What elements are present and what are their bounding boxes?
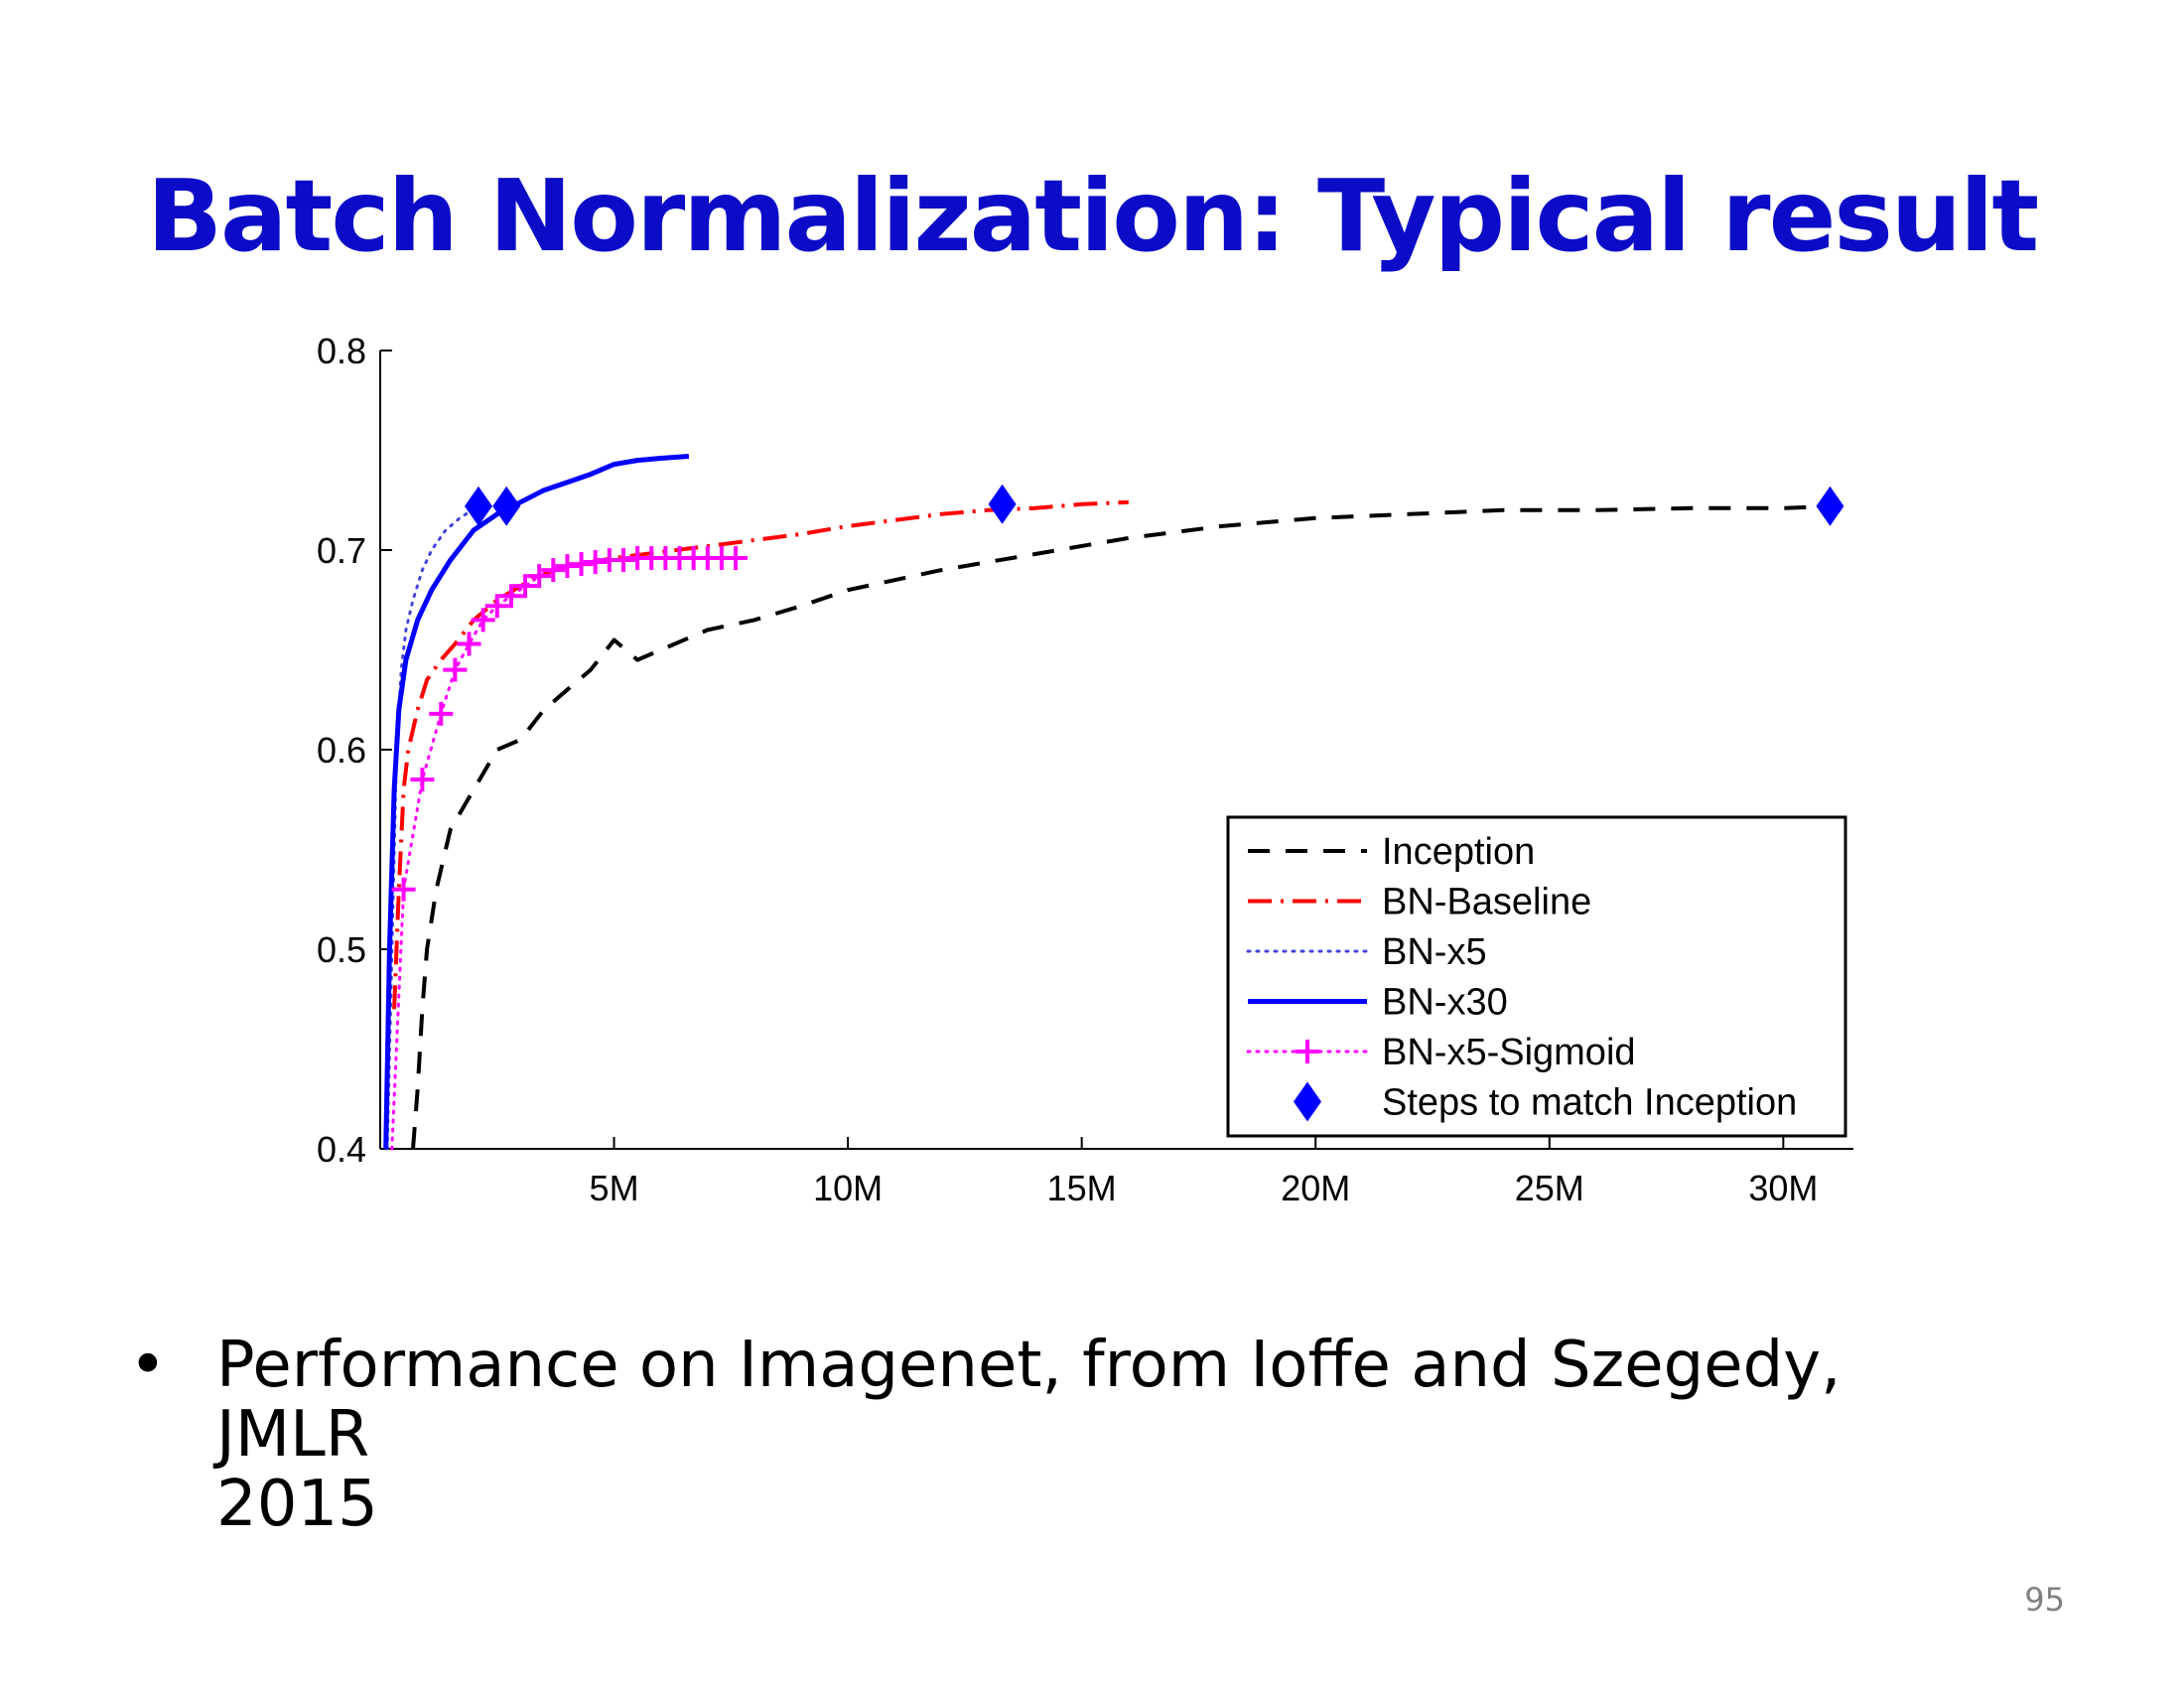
y-tick-label: 0.6 [317,730,366,771]
match-point-diamond [464,486,492,526]
x-tick-label: 30M [1748,1168,1818,1208]
series-bn-baseline [392,499,1129,1010]
data-point-plus [429,701,454,726]
data-point-plus [410,768,435,792]
line-chart: 0.4 0.5 0.6 0.7 0.8 5M 10M 15M 20M 25M 30M Incepti… [317,331,1853,1208]
x-tick-label: 10M [813,1168,883,1208]
data-point-plus [569,552,594,577]
y-tick-label: 0.5 [317,929,366,970]
data-point-plus [457,632,481,656]
bullet-symbol: • [129,1329,167,1402]
data-point-plus [527,564,552,589]
data-point-plus [484,594,509,619]
data-point-plus [513,574,538,599]
page-number: 95 [2024,1581,2065,1618]
y-tick-label: 0.4 [317,1129,366,1170]
legend-diamond-marker [1294,1081,1321,1122]
series-line [411,503,1831,1150]
series-steps-to-match-inception [464,484,1844,526]
bullet-text: Performance on Imagenet, from Ioffe and … [216,1329,1842,1541]
legend-item-bn-x30: BN-x30 [1248,982,1508,1024]
legend-label: BN-x30 [1382,982,1508,1024]
series-inception [411,503,1831,1150]
slide-title: Batch Normalization: Typical result [146,158,2039,274]
legend-label: Steps to match Inception [1382,1082,1797,1124]
legend-item-bn-x5-sigmoid: BN-x5-Sigmoid [1246,1032,1636,1073]
chart-plot-area [383,454,1844,1151]
data-point-plus [555,554,580,579]
legend-label: BN-x5-Sigmoid [1382,1032,1636,1073]
data-point-plus [583,550,608,575]
series-bn-x5-sigmoid [390,546,749,1151]
chart-legend: Inception BN-Baseline BN-x5 BN-x30 BN-x5-Sig… [1226,815,1847,1138]
legend-item-bn-baseline: BN-Baseline [1248,882,1591,923]
legend-label: BN-x5 [1382,931,1487,973]
legend-item-bn-x5: BN-x5 [1246,931,1487,973]
legend-plus-marker [1296,1040,1319,1063]
data-point-plus [443,657,468,682]
x-tick-label: 25M [1515,1168,1584,1208]
match-point-diamond [988,484,1017,524]
series-bn-x30 [383,454,690,1150]
legend-label: Inception [1382,831,1535,873]
chart-axes: 0.4 0.5 0.6 0.7 0.8 5M 10M 15M 20M 25M 30M [317,331,1853,1208]
series-line [383,454,690,1150]
x-tick-label: 15M [1047,1168,1117,1208]
data-point-plus [471,608,495,633]
match-point-diamond [492,486,521,526]
series-line [390,556,738,1151]
y-tick-label: 0.7 [317,530,366,571]
data-point-plus [391,877,416,902]
y-tick-label: 0.8 [317,331,366,371]
series-line [392,499,1129,1010]
legend-item-steps-to-match-inception: Steps to match Inception [1294,1081,1797,1124]
data-point-plus [611,548,635,573]
legend-item-inception: Inception [1248,831,1535,873]
x-tick-label: 20M [1281,1168,1350,1208]
data-point-plus [541,558,566,583]
match-point-diamond [1816,486,1844,526]
x-tick-label: 5M [590,1168,639,1208]
data-point-plus [498,584,523,609]
legend-box [1226,815,1847,1138]
data-point-plus [724,546,749,571]
legend-label: BN-Baseline [1382,882,1591,923]
